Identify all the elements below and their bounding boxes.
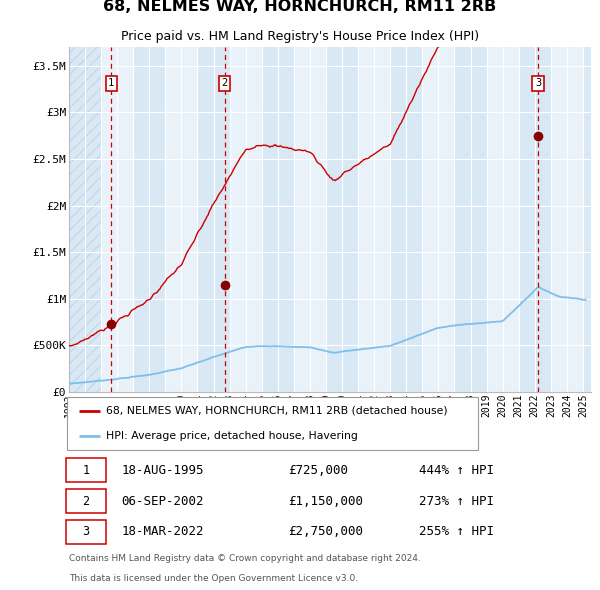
Bar xyxy=(519,47,551,392)
Bar xyxy=(422,47,454,392)
Bar xyxy=(69,47,101,392)
Text: 3: 3 xyxy=(535,78,541,88)
Text: HPI: Average price, detached house, Havering: HPI: Average price, detached house, Have… xyxy=(106,431,358,441)
Text: Contains HM Land Registry data © Crown copyright and database right 2024.: Contains HM Land Registry data © Crown c… xyxy=(69,554,421,563)
FancyBboxPatch shape xyxy=(67,489,106,513)
Bar xyxy=(262,47,294,392)
Text: 06-SEP-2002: 06-SEP-2002 xyxy=(121,494,204,507)
Bar xyxy=(583,47,600,392)
Bar xyxy=(101,47,133,392)
Bar xyxy=(358,47,390,392)
Bar xyxy=(390,47,422,392)
Text: 2: 2 xyxy=(82,494,89,507)
Text: £2,750,000: £2,750,000 xyxy=(288,525,363,538)
FancyBboxPatch shape xyxy=(67,397,478,450)
Bar xyxy=(326,47,358,392)
Bar xyxy=(197,47,230,392)
Bar xyxy=(69,47,101,392)
Bar xyxy=(551,47,583,392)
Text: 1: 1 xyxy=(82,464,89,477)
Bar xyxy=(454,47,487,392)
FancyBboxPatch shape xyxy=(67,520,106,543)
Text: 2: 2 xyxy=(221,78,227,88)
Text: 68, NELMES WAY, HORNCHURCH, RM11 2RB (detached house): 68, NELMES WAY, HORNCHURCH, RM11 2RB (de… xyxy=(106,406,447,416)
Bar xyxy=(230,47,262,392)
Text: £725,000: £725,000 xyxy=(288,464,348,477)
Text: 18-AUG-1995: 18-AUG-1995 xyxy=(121,464,204,477)
Text: 68, NELMES WAY, HORNCHURCH, RM11 2RB: 68, NELMES WAY, HORNCHURCH, RM11 2RB xyxy=(103,0,497,14)
Text: 273% ↑ HPI: 273% ↑ HPI xyxy=(419,494,494,507)
Text: 1: 1 xyxy=(108,78,115,88)
Bar xyxy=(294,47,326,392)
Bar xyxy=(487,47,519,392)
Text: 3: 3 xyxy=(82,525,89,538)
Text: 255% ↑ HPI: 255% ↑ HPI xyxy=(419,525,494,538)
Text: Price paid vs. HM Land Registry's House Price Index (HPI): Price paid vs. HM Land Registry's House … xyxy=(121,31,479,44)
Text: £1,150,000: £1,150,000 xyxy=(288,494,363,507)
Bar xyxy=(69,47,101,392)
Bar xyxy=(133,47,166,392)
Text: This data is licensed under the Open Government Licence v3.0.: This data is licensed under the Open Gov… xyxy=(69,573,358,583)
Text: 444% ↑ HPI: 444% ↑ HPI xyxy=(419,464,494,477)
FancyBboxPatch shape xyxy=(67,458,106,483)
Text: 18-MAR-2022: 18-MAR-2022 xyxy=(121,525,204,538)
Bar xyxy=(166,47,197,392)
